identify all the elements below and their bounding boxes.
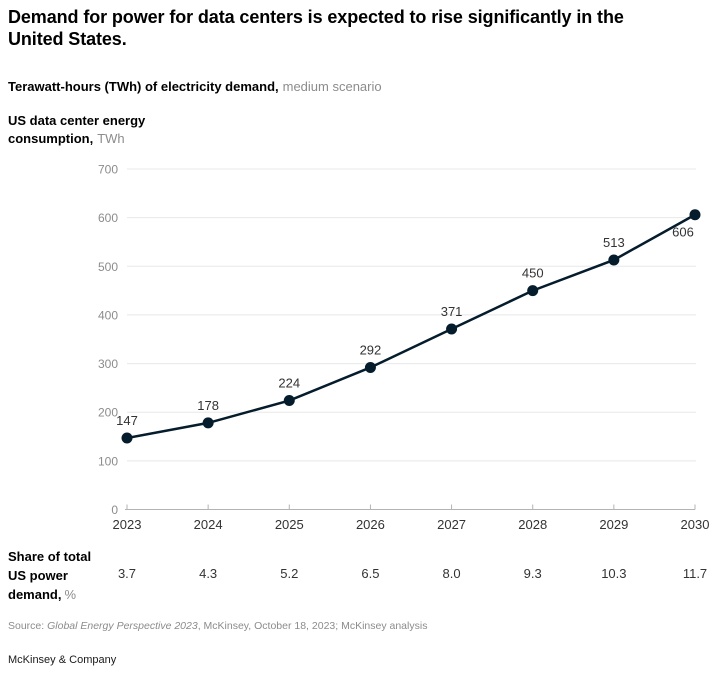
share-row-label-unit: % [64, 587, 77, 602]
data-point [202, 417, 214, 429]
x-tick-label: 2025 [275, 517, 304, 532]
data-point [364, 361, 376, 373]
y-tick-label: 100 [98, 454, 118, 468]
data-point [121, 432, 133, 444]
data-point [283, 395, 295, 407]
y-axis-label-line2: consumption, TWh [8, 130, 145, 148]
y-axis-label-line1: US data center energy [8, 113, 146, 128]
share-value: 10.3 [601, 566, 626, 581]
share-value: 11.7 [683, 566, 707, 581]
x-tick-label: 2027 [437, 517, 466, 532]
page-title-line2: United States. [8, 29, 127, 49]
data-point-label: 606 [672, 225, 694, 240]
y-tick-label: 0 [111, 503, 118, 517]
data-point-label: 224 [278, 376, 300, 391]
share-row-label-line2: US power [8, 568, 68, 583]
y-axis-label: US data center energy consumption, TWh [8, 112, 145, 148]
y-tick-label: 200 [98, 406, 118, 420]
source-prefix: Source: [8, 620, 48, 632]
trend-line [126, 213, 696, 440]
y-axis-label-line2-bold: consumption, [8, 131, 94, 146]
share-value: 3.7 [118, 566, 136, 581]
data-point [608, 254, 620, 266]
page-title: Demand for power for data centers is exp… [8, 6, 708, 50]
data-point-label: 178 [197, 398, 219, 413]
data-point-label: 371 [441, 304, 463, 319]
data-point [446, 323, 458, 335]
x-tick-label: 2029 [599, 517, 628, 532]
y-tick-label: 600 [98, 211, 118, 225]
share-value: 5.2 [280, 566, 298, 581]
data-point-label: 292 [360, 342, 382, 357]
mckinsey-wordmark: McKinsey & Company [8, 654, 117, 666]
share-value: 4.3 [199, 566, 217, 581]
chart-subtitle-metric: Terawatt-hours (TWh) of electricity dema… [8, 79, 279, 94]
chart-subtitle: Terawatt-hours (TWh) of electricity dema… [8, 79, 382, 94]
x-tick-label: 2028 [518, 517, 547, 532]
data-point-label: 450 [522, 266, 544, 281]
page-title-line1: Demand for power for data centers is exp… [8, 7, 624, 27]
line-chart: 0 100 200 300 400 500 600 700 147 178 224 292 371 450… [98, 163, 710, 582]
data-point-label: 513 [603, 235, 625, 250]
share-row-label-line3: demand,% [8, 585, 91, 604]
share-value: 9.3 [524, 566, 542, 581]
y-tick-label: 400 [98, 308, 118, 322]
share-value: 6.5 [361, 566, 379, 581]
share-row-label-line3-bold: demand, [8, 587, 62, 602]
x-tick-label: 2026 [356, 517, 385, 532]
y-tick-label: 700 [98, 163, 118, 177]
share-value: 8.0 [443, 566, 461, 581]
data-point-label: 147 [116, 413, 138, 428]
share-row-label-line1: Share of total [8, 549, 92, 564]
y-axis-label-unit: TWh [97, 131, 125, 146]
y-tick-label: 500 [98, 260, 118, 274]
share-row-label: Share of total US power demand,% [8, 547, 91, 604]
data-point [527, 285, 539, 297]
x-tick-label: 2030 [681, 517, 710, 532]
x-tick-label: 2024 [194, 517, 223, 532]
source-publication: Global Energy Perspective 2023 [47, 620, 198, 632]
data-point [689, 209, 701, 221]
x-tick-label: 2023 [113, 517, 142, 532]
y-tick-label: 300 [98, 357, 118, 371]
source-note: Source: Global Energy Perspective 2023, … [8, 620, 427, 632]
chart-subtitle-scenario: medium scenario [282, 79, 382, 94]
source-rest: , McKinsey, October 18, 2023; McKinsey a… [197, 620, 428, 632]
